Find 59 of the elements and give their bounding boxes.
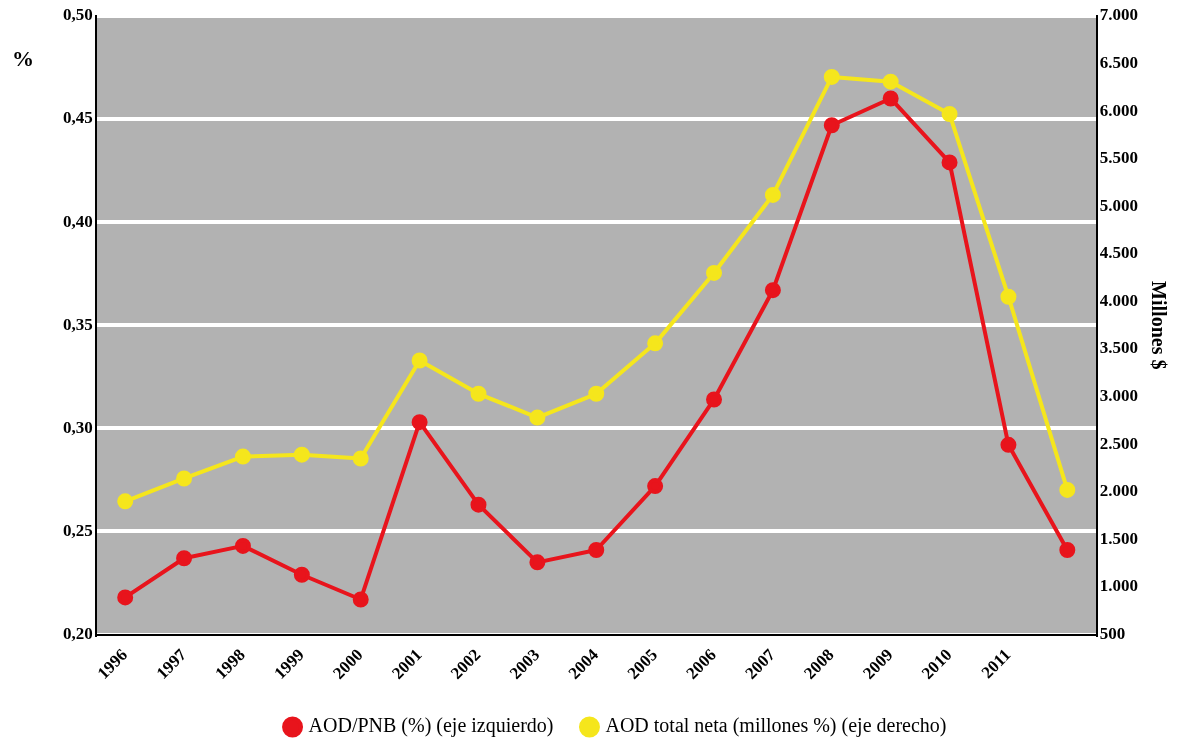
- point: [706, 391, 723, 408]
- point: [234, 537, 251, 554]
- point: [941, 106, 958, 123]
- point: [823, 68, 840, 85]
- point: [176, 470, 193, 487]
- y2-tick-label: 1.000: [1099, 576, 1138, 596]
- point: [647, 335, 664, 352]
- y2-tick-label: 3.000: [1099, 386, 1138, 406]
- y2-tick-label: 5.000: [1099, 195, 1138, 215]
- point: [470, 496, 487, 513]
- legend-label: AOD total neta (millones %) (eje derecho): [605, 714, 947, 738]
- legend-label: AOD/PNB (%) (eje izquierdo): [308, 714, 554, 738]
- y2-tick-label: 5.500: [1099, 148, 1138, 168]
- y-axis-title: %: [12, 45, 34, 71]
- point: [352, 450, 369, 467]
- y2-axis-title: Millones $: [1147, 281, 1170, 370]
- y2-tick-label: 4.500: [1099, 243, 1138, 263]
- y2-tick-label: 4.000: [1099, 290, 1138, 310]
- point: [117, 493, 134, 510]
- point: [1000, 436, 1017, 453]
- y2-tick-label: 6.000: [1099, 100, 1138, 120]
- point: [1059, 542, 1076, 558]
- y2-tick-label: 500: [1099, 623, 1126, 643]
- point: [588, 385, 605, 402]
- y2-tick-label: 2.500: [1099, 433, 1138, 453]
- y2-tick-label: 3.500: [1099, 338, 1138, 358]
- point: [706, 264, 723, 281]
- point: [588, 542, 605, 558]
- y-tick-label: 0,45: [63, 108, 93, 128]
- y2-tick-label: 1.500: [1099, 528, 1138, 548]
- point: [411, 414, 428, 431]
- point: [764, 186, 781, 203]
- point: [293, 566, 310, 583]
- point: [882, 73, 899, 90]
- point: [176, 550, 193, 567]
- y-tick-label: 0,35: [63, 314, 93, 334]
- y2-tick-label: 7.000: [1099, 5, 1138, 25]
- y-tick-label: 0,50: [63, 5, 93, 25]
- y-tick-label: 0,25: [63, 520, 93, 540]
- point: [411, 352, 428, 369]
- point: [882, 90, 899, 107]
- y2-tick-label: 2.000: [1099, 481, 1138, 501]
- point: [1059, 481, 1076, 498]
- point: [529, 554, 546, 571]
- y2-tick-label: 6.500: [1099, 52, 1138, 72]
- point: [529, 409, 546, 426]
- point: [823, 117, 840, 134]
- point: [647, 478, 664, 495]
- point: [117, 589, 134, 606]
- point: [352, 591, 369, 608]
- point: [234, 448, 251, 465]
- point: [470, 385, 487, 402]
- y-tick-label: 0,40: [63, 211, 93, 231]
- point: [1000, 288, 1017, 305]
- point: [764, 282, 781, 299]
- y-tick-label: 0,20: [63, 623, 93, 643]
- point: [293, 446, 310, 463]
- y-tick-label: 0,30: [63, 417, 93, 437]
- point: [941, 154, 958, 171]
